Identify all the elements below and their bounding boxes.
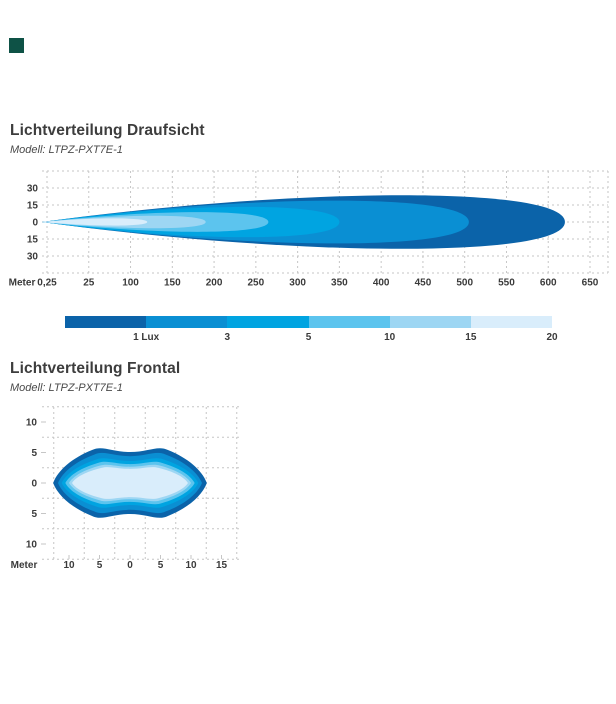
y-axis-tick-label: 0 — [32, 218, 38, 229]
legend-label: 5 — [305, 332, 312, 343]
beam-region-20lux — [72, 467, 188, 499]
y-axis-tick-label: 15 — [27, 201, 39, 212]
x-axis-tick-label: 150 — [164, 278, 181, 289]
y-axis-tick-label: 15 — [27, 235, 39, 246]
x-axis-tick-label: 250 — [248, 278, 265, 289]
legend-label: 20 — [546, 332, 558, 343]
x-axis-tick-label: 600 — [540, 278, 557, 289]
lux-legend-bar — [65, 316, 553, 328]
x-axis-tick-label: 10 — [63, 560, 75, 571]
lux-legend: 1 Lux 3 5 10 15 20 — [65, 316, 558, 358]
y-axis-tick-label: 30 — [27, 184, 39, 195]
x-axis-unit-label: Meter — [11, 560, 38, 571]
y-axis-tick-label: 30 — [27, 252, 39, 263]
x-axis-tick-label: 0 — [127, 560, 133, 571]
x-axis-unit-label: Meter — [9, 278, 36, 289]
x-axis-tick-label: 15 — [216, 560, 228, 571]
brand-favicon — [9, 38, 24, 53]
section-title-draufsicht: Lichtverteilung Draufsicht — [10, 122, 205, 139]
beam-regions — [53, 448, 207, 518]
y-axis-tick-label: 5 — [31, 448, 37, 459]
x-axis-tick-label: 400 — [373, 278, 390, 289]
frontal-beam-chart: 10 5 0 5 10 Meter 10 5 0 5 10 15 — [11, 406, 240, 572]
legend-label: 3 — [224, 332, 231, 343]
legend-segment-3 — [146, 316, 228, 328]
legend-segment-20 — [470, 316, 553, 328]
legend-segment-10 — [308, 316, 390, 328]
legend-label: 15 — [465, 332, 477, 343]
x-axis-tick-label: 450 — [415, 278, 432, 289]
axis-labels: 10 5 0 5 10 Meter 10 5 0 5 10 15 — [11, 418, 228, 572]
section-title-frontal: Lichtverteilung Frontal — [10, 360, 181, 377]
x-axis-tick-label: 300 — [289, 278, 306, 289]
x-axis-tick-label: 5 — [158, 560, 164, 571]
y-axis-tick-label: 10 — [26, 418, 38, 429]
x-axis-tick-label: 200 — [206, 278, 223, 289]
x-axis-tick-label: 500 — [456, 278, 473, 289]
model-label-draufsicht: Modell: LTPZ-PXT7E-1 — [10, 144, 123, 156]
x-axis-tick-label: 10 — [185, 560, 197, 571]
x-axis-tick-label: 350 — [331, 278, 348, 289]
model-label-frontal: Modell: LTPZ-PXT7E-1 — [10, 382, 123, 394]
beam-regions — [42, 195, 565, 249]
x-axis-tick-label: 100 — [122, 278, 139, 289]
x-axis-tick-label: 550 — [498, 278, 515, 289]
legend-segment-1-lux — [65, 316, 147, 328]
legend-label: 10 — [384, 332, 396, 343]
y-axis-tick-label: 0 — [31, 479, 37, 490]
legend-label: 1 Lux — [133, 332, 160, 343]
x-axis-tick-label: 5 — [97, 560, 103, 571]
y-axis-tick-label: 5 — [31, 509, 37, 520]
x-axis-tick-label: 0,25 — [37, 278, 57, 289]
legend-segment-5 — [227, 316, 309, 328]
y-axis-tick-label: 10 — [26, 540, 38, 551]
legend-segment-15 — [389, 316, 471, 328]
x-axis-tick-label: 25 — [83, 278, 95, 289]
x-axis-tick-label: 650 — [582, 278, 599, 289]
beam-region-20lux — [42, 218, 148, 226]
